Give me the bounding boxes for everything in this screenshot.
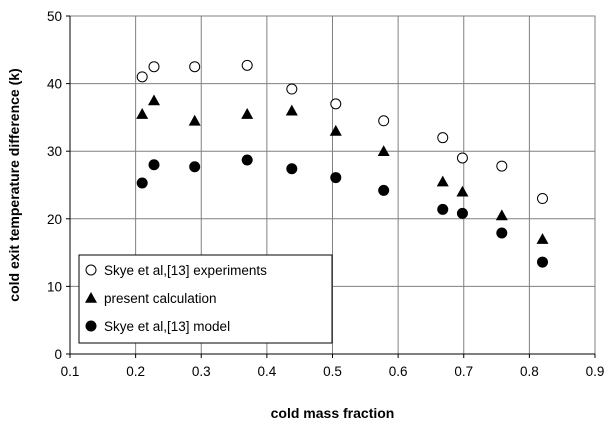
legend-marker-1 bbox=[85, 264, 97, 276]
data-point-series-1 bbox=[437, 132, 449, 144]
x-tick-label: 0.8 bbox=[520, 364, 539, 379]
data-points bbox=[136, 59, 549, 268]
legend-marker-3 bbox=[85, 320, 97, 332]
data-point-series-1 bbox=[330, 98, 342, 110]
legend-box bbox=[78, 254, 333, 344]
data-point-series-3 bbox=[378, 184, 390, 196]
data-point-series-2 bbox=[456, 185, 469, 197]
y-tick-label: 0 bbox=[54, 347, 62, 362]
legend-marker-2 bbox=[85, 292, 97, 303]
data-point-series-2 bbox=[136, 108, 149, 119]
y-tick-label: 30 bbox=[47, 144, 62, 159]
data-point-series-2 bbox=[329, 124, 342, 136]
data-point-series-3 bbox=[537, 256, 548, 268]
legend-label-1: Skye et al,[13] experiments bbox=[104, 263, 267, 278]
x-tick-label: 0.7 bbox=[454, 364, 473, 379]
data-point-series-3 bbox=[456, 207, 468, 219]
data-point-series-2 bbox=[495, 209, 508, 221]
y-tick-label: 50 bbox=[47, 9, 62, 24]
data-point-series-1 bbox=[189, 61, 201, 73]
data-point-series-2 bbox=[148, 94, 160, 106]
x-tick-label: 0.5 bbox=[323, 364, 342, 379]
data-point-series-2 bbox=[188, 114, 201, 126]
data-point-series-2 bbox=[241, 108, 254, 119]
x-tick-label: 0.9 bbox=[586, 364, 605, 379]
data-point-series-2 bbox=[377, 145, 390, 156]
data-point-series-3 bbox=[136, 177, 148, 189]
x-tick-label: 0.1 bbox=[61, 364, 80, 379]
data-point-series-3 bbox=[437, 203, 449, 215]
data-point-series-1 bbox=[456, 152, 468, 164]
legend-label-2: present calculation bbox=[104, 291, 217, 306]
data-point-series-1 bbox=[537, 193, 548, 205]
data-point-series-3 bbox=[496, 227, 508, 239]
data-point-series-1 bbox=[496, 160, 508, 172]
data-point-series-1 bbox=[148, 61, 160, 73]
y-tick-label: 40 bbox=[47, 77, 62, 92]
x-tick-label: 0.4 bbox=[257, 364, 276, 379]
data-point-series-2 bbox=[285, 104, 298, 116]
y-tick-label: 20 bbox=[47, 212, 62, 227]
data-point-series-3 bbox=[189, 161, 201, 173]
y-axis-ticks: 0 10 20 30 40 50 bbox=[47, 9, 71, 362]
y-tick-label: 10 bbox=[47, 279, 62, 294]
data-point-series-3 bbox=[241, 154, 253, 166]
data-point-series-1 bbox=[136, 71, 148, 83]
legend-label-3: Skye et al,[13] model bbox=[104, 319, 230, 334]
y-axis-title: cold exit temperature difference (k) bbox=[6, 68, 22, 301]
data-point-series-1 bbox=[241, 59, 253, 71]
data-point-series-2 bbox=[436, 175, 449, 187]
x-axis-ticks: 0.1 0.2 0.3 0.4 0.5 0.6 0.7 0.8 0.9 bbox=[61, 353, 605, 379]
x-tick-label: 0.3 bbox=[192, 364, 211, 379]
data-point-series-2 bbox=[536, 233, 549, 244]
data-point-series-3 bbox=[330, 172, 342, 184]
data-point-series-3 bbox=[286, 163, 298, 175]
data-point-series-1 bbox=[286, 83, 298, 95]
data-point-series-1 bbox=[378, 115, 390, 127]
legend: Skye et al,[13] experiments present calcu… bbox=[78, 254, 333, 344]
x-tick-label: 0.6 bbox=[389, 364, 408, 379]
x-tick-label: 0.2 bbox=[126, 364, 145, 379]
data-point-series-3 bbox=[148, 159, 160, 171]
x-axis-title: cold mass fraction bbox=[271, 405, 395, 421]
